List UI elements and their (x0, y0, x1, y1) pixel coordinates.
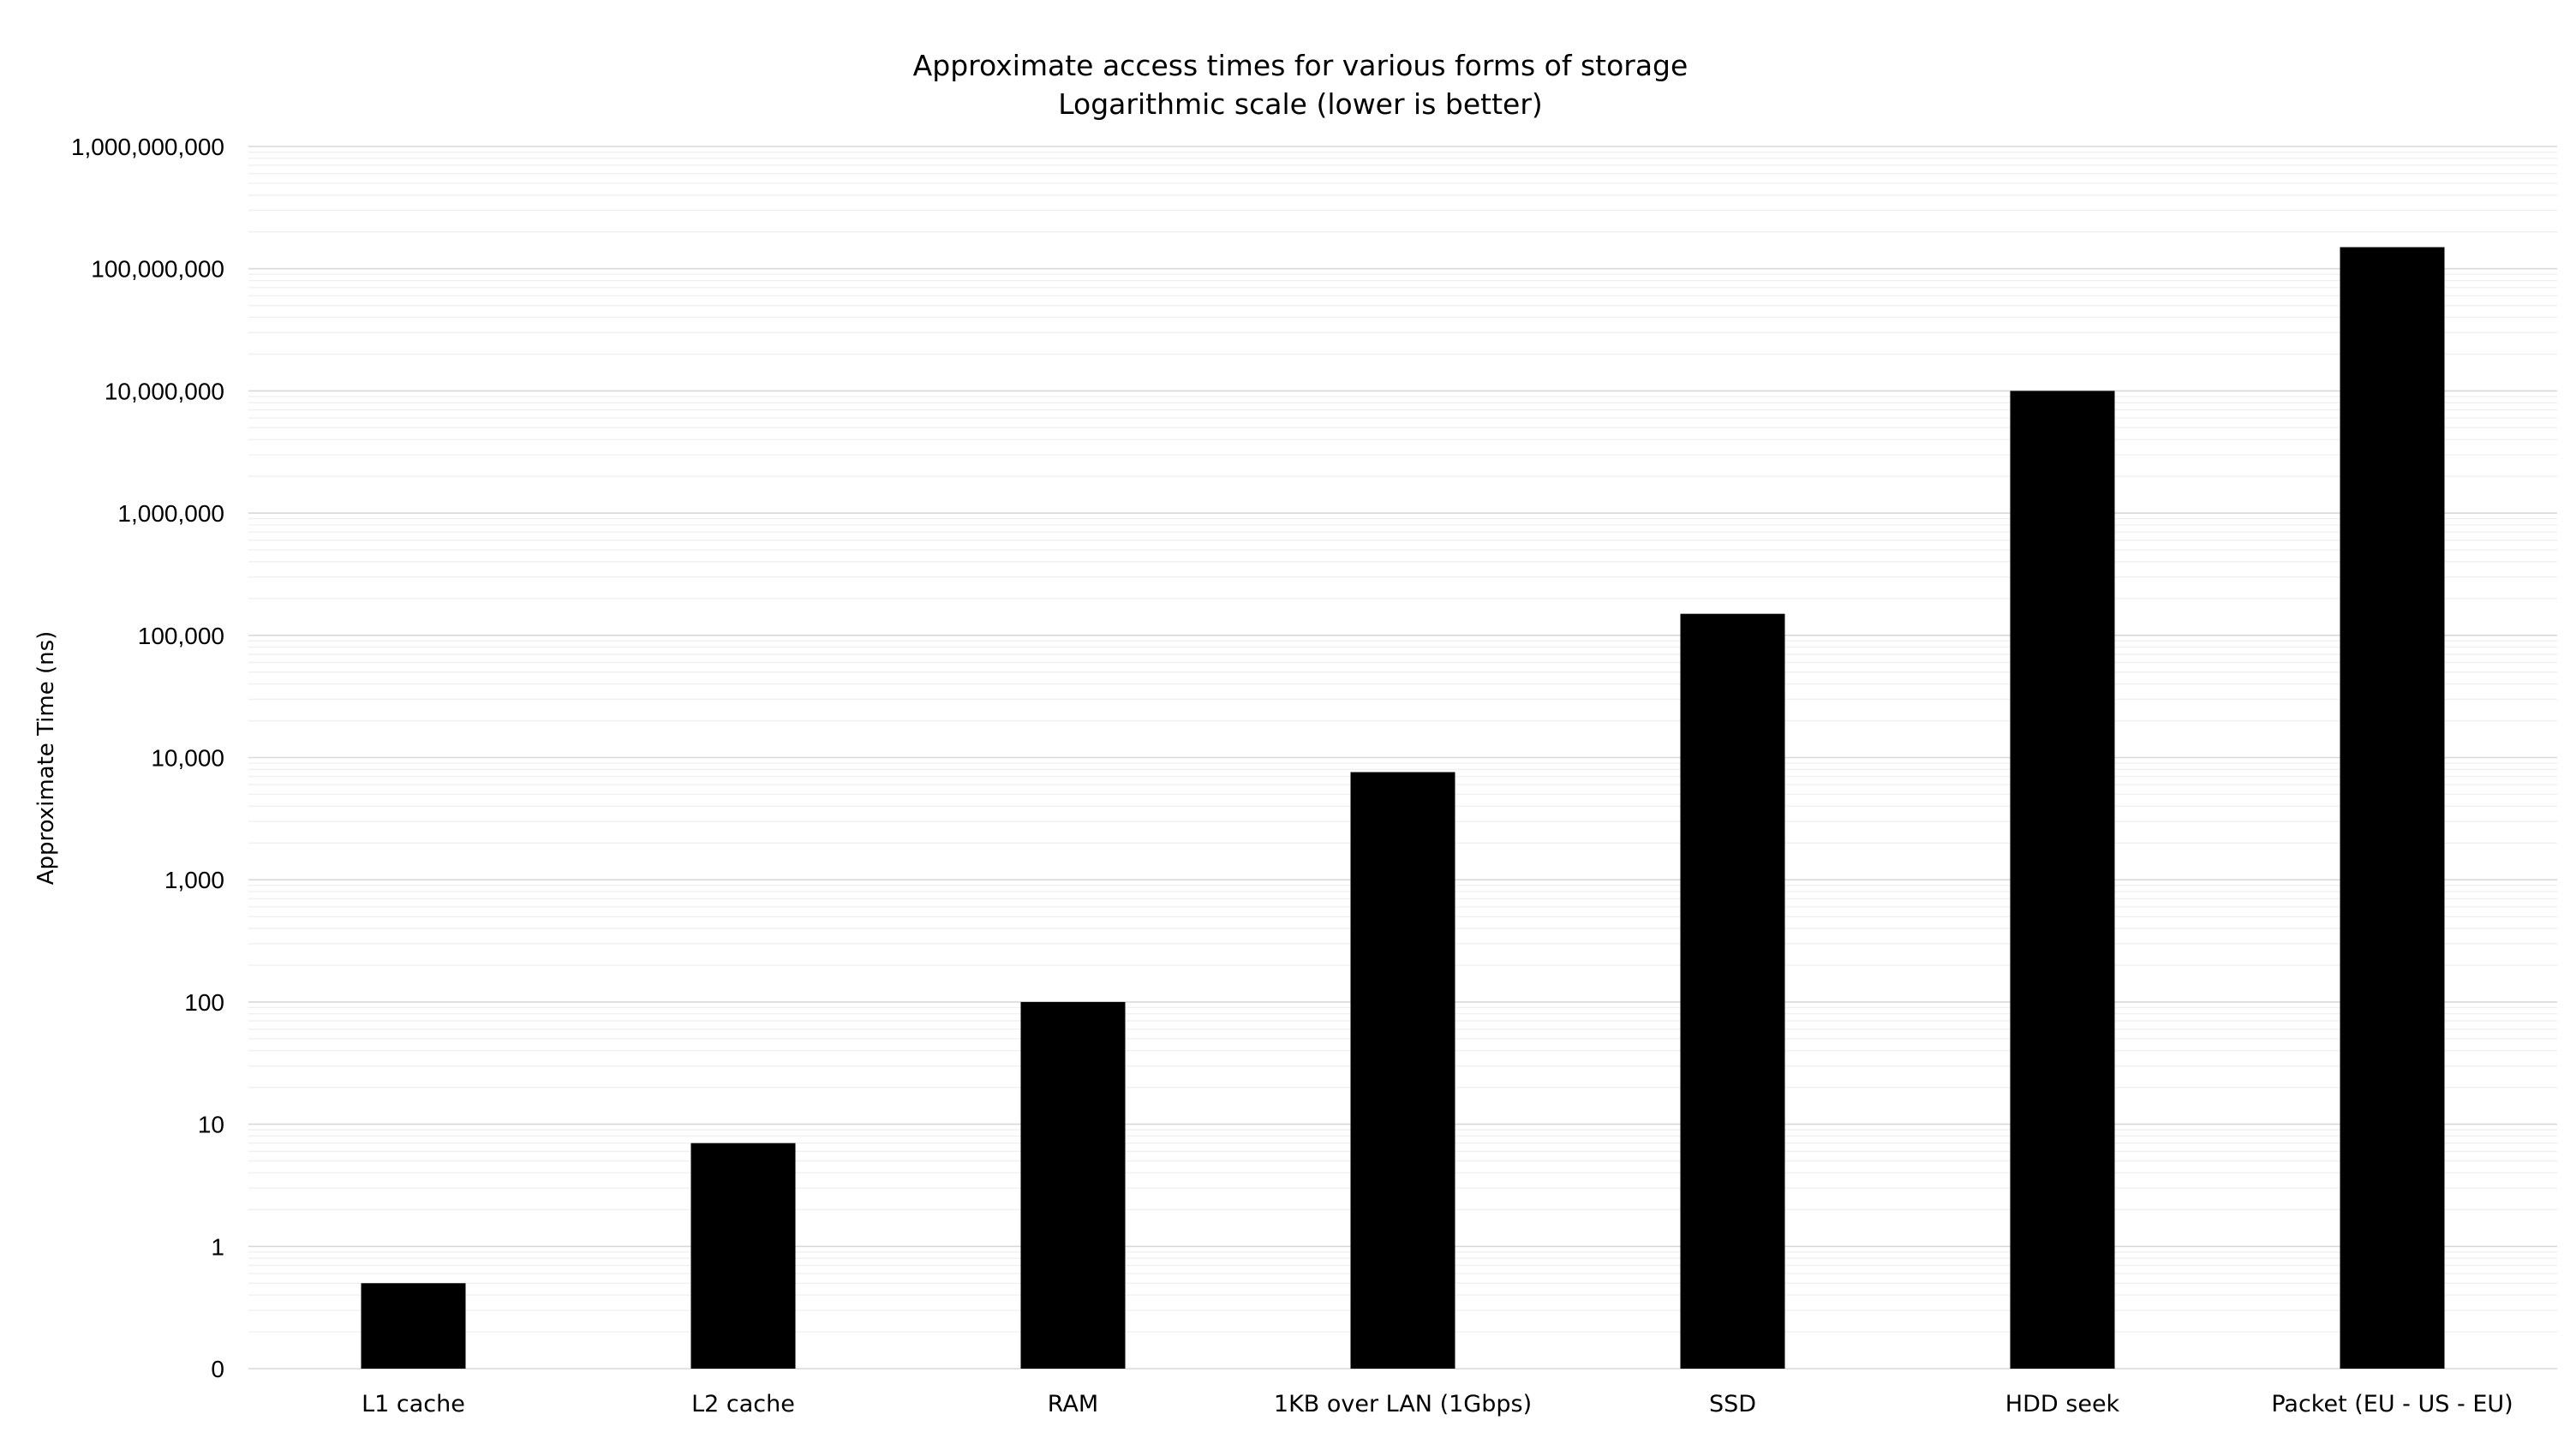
x-tick-label: 1KB over LAN (1Gbps) (1274, 1391, 1532, 1417)
chart-title: Approximate access times for various for… (913, 49, 1688, 82)
bar (1680, 613, 1785, 1369)
chart-subtitle: Logarithmic scale (lower is better) (1058, 87, 1543, 121)
y-tick-label: 100,000 (138, 623, 224, 649)
bar (690, 1143, 796, 1369)
y-axis-title: Approximate Time (ns) (33, 631, 59, 886)
x-tick-label: RAM (1048, 1391, 1098, 1417)
y-tick-label: 1,000,000 (117, 500, 224, 527)
bar (2010, 391, 2115, 1369)
x-tick-label: Packet (EU - US - EU) (2271, 1391, 2513, 1417)
x-tick-label: HDD seek (2005, 1391, 2120, 1417)
y-tick-label: 1 (211, 1233, 224, 1260)
y-tick-label: 0 (211, 1356, 224, 1382)
bar (1020, 1001, 1126, 1369)
x-axis: L1 cache L2 cache RAM 1KB over LAN (1Gbps) S… (362, 1391, 2513, 1417)
y-tick-label: 100,000,000 (91, 256, 224, 283)
bar (361, 1283, 466, 1369)
y-axis: 0 1 10 100 1,000 10,000 100,000 1,000,000 10,000… (71, 134, 224, 1382)
y-tick-label: 10,000,000 (105, 378, 224, 404)
bar (1350, 772, 1455, 1369)
x-tick-label: L1 cache (362, 1391, 465, 1417)
x-tick-label: L2 cache (691, 1391, 795, 1417)
y-tick-label: 100 (184, 989, 224, 1016)
y-tick-label: 1,000,000,000 (71, 134, 224, 160)
bars (361, 247, 2445, 1369)
y-tick-label: 10,000 (151, 745, 224, 772)
y-tick-label: 1,000 (164, 867, 224, 893)
y-tick-label: 10 (198, 1112, 224, 1138)
x-tick-label: SSD (1709, 1391, 1756, 1417)
bar (2340, 247, 2445, 1369)
